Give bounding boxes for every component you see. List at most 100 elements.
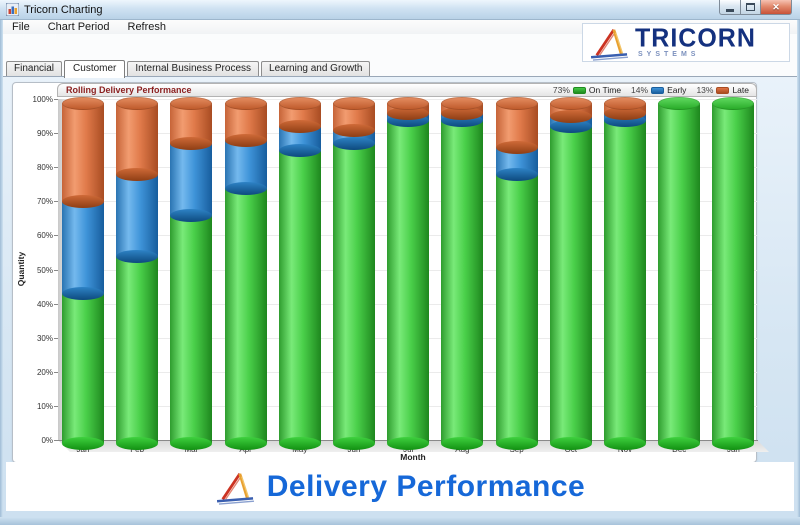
tab-internal-business-process[interactable]: Internal Business Process <box>127 61 260 76</box>
close-icon: ✕ <box>772 1 780 12</box>
bar-boundary-rim <box>116 167 159 181</box>
y-tick-label: 10% <box>36 401 53 411</box>
bar-boundary-rim <box>387 106 430 120</box>
x-tick-label: Feb <box>130 445 145 454</box>
tab-page-customer: Rolling Delivery Performance 73% On Time 1… <box>3 76 797 517</box>
legend-pct: 13% <box>696 85 714 95</box>
y-tick <box>54 337 58 339</box>
bar-base-rim <box>387 436 430 450</box>
bar-base-rim <box>441 436 484 450</box>
maximize-icon <box>746 3 755 11</box>
y-tick <box>54 269 58 271</box>
bar-segment-late <box>495 103 538 148</box>
y-tick-label: 40% <box>36 299 53 309</box>
x-tick-label: Jan <box>76 445 90 454</box>
tab-learning-and-growth[interactable]: Learning and Growth <box>261 61 371 76</box>
legend-pct: 14% <box>631 85 649 95</box>
y-tick-label: 20% <box>36 367 53 377</box>
bar-base-rim <box>170 436 213 450</box>
bar-segment-on-time <box>62 293 104 443</box>
bar-segment-early <box>224 140 267 188</box>
bar-segment-on-time <box>441 120 484 443</box>
bar-segment-on-time <box>116 256 159 443</box>
bar-base-rim <box>549 436 592 450</box>
close-button[interactable]: ✕ <box>761 0 792 15</box>
bar-boundary-rim <box>604 106 646 120</box>
y-tick <box>54 99 58 100</box>
x-axis-title: Month <box>400 452 426 462</box>
bar-segment-early <box>62 201 104 294</box>
y-tick <box>54 201 58 203</box>
bar-boundary-rim <box>62 286 104 300</box>
bar-top-cap <box>658 96 701 110</box>
window-title: Tricorn Charting <box>24 3 103 16</box>
tab-customer[interactable]: Customer <box>64 60 126 78</box>
bar-top-cap <box>170 96 213 110</box>
maximize-button[interactable] <box>740 0 761 15</box>
bar-boundary-rim <box>170 208 213 222</box>
y-tick <box>54 235 58 237</box>
chart-title: Rolling Delivery Performance <box>66 85 192 95</box>
bar-boundary-rim <box>224 181 267 195</box>
legend-swatch-icon <box>716 86 730 94</box>
bar-top-cap <box>495 96 538 110</box>
menu-item-refresh[interactable]: Refresh <box>127 21 167 33</box>
y-tick <box>54 133 58 135</box>
bar-boundary-rim <box>333 123 375 137</box>
legend-label: On Time <box>588 85 622 95</box>
legend-label: Late <box>732 85 749 95</box>
bar-top-cap <box>278 96 321 110</box>
x-tick-label: Jul <box>403 445 414 454</box>
y-tick-label: 60% <box>36 231 53 241</box>
y-tick-label: 80% <box>36 163 53 173</box>
chart-panel: Rolling Delivery Performance 73% On Time 1… <box>12 82 769 464</box>
y-tick-label: 50% <box>36 265 53 275</box>
app-icon <box>6 3 19 16</box>
bar-segment-on-time <box>495 174 538 443</box>
bar-segment-late <box>62 103 104 202</box>
bar-boundary-rim <box>62 195 104 209</box>
y-tick <box>54 440 58 441</box>
y-tick-label: 70% <box>36 197 53 207</box>
legend-label: Early <box>667 85 687 95</box>
brand-text: TRICORN SYSTEMS <box>635 23 756 57</box>
brand-logo: TRICORN SYSTEMS <box>582 23 790 62</box>
bar-boundary-rim <box>495 140 538 154</box>
legend-swatch-icon <box>572 86 586 94</box>
bar-top-cap <box>441 96 484 110</box>
x-tick-label: Aug <box>455 445 470 454</box>
bar-segment-on-time <box>224 188 267 443</box>
minimize-button[interactable] <box>719 0 740 15</box>
brand-name: TRICORN <box>635 23 756 53</box>
bar-boundary-rim <box>549 120 592 134</box>
y-tick <box>54 371 58 373</box>
bar-top-cap <box>116 96 159 110</box>
bar-segment-early <box>116 174 159 256</box>
bar-base-rim <box>333 436 375 450</box>
bar-segment-on-time <box>278 150 321 443</box>
bar-segment-on-time <box>712 103 755 443</box>
legend-pct: 73% <box>552 85 570 95</box>
tab-financial[interactable]: Financial <box>6 61 63 76</box>
bar-base-rim <box>62 436 104 450</box>
bar-boundary-rim <box>441 106 484 120</box>
bar-segment-late <box>170 103 213 144</box>
menu-item-file[interactable]: File <box>12 21 30 33</box>
bar-segment-on-time <box>658 103 701 443</box>
menu-item-chart-period[interactable]: Chart Period <box>47 21 110 33</box>
bar-boundary-rim <box>495 167 538 181</box>
x-tick-label: Oct <box>564 445 578 454</box>
y-tick <box>54 405 58 407</box>
y-tick-label: 90% <box>36 129 53 139</box>
bar-base-rim <box>712 436 755 450</box>
minimize-icon <box>726 8 734 12</box>
chart-plot-area: Rolling Delivery Performance 73% On Time 1… <box>13 83 769 464</box>
bar-boundary-rim <box>549 110 592 124</box>
x-tick-label: Jan <box>726 445 740 454</box>
footer-banner: Delivery Performance <box>6 462 794 511</box>
window-border-right <box>797 20 800 525</box>
bar-top-cap <box>712 96 755 110</box>
bar-base-rim <box>495 436 538 450</box>
bar-segment-on-time <box>170 215 213 443</box>
